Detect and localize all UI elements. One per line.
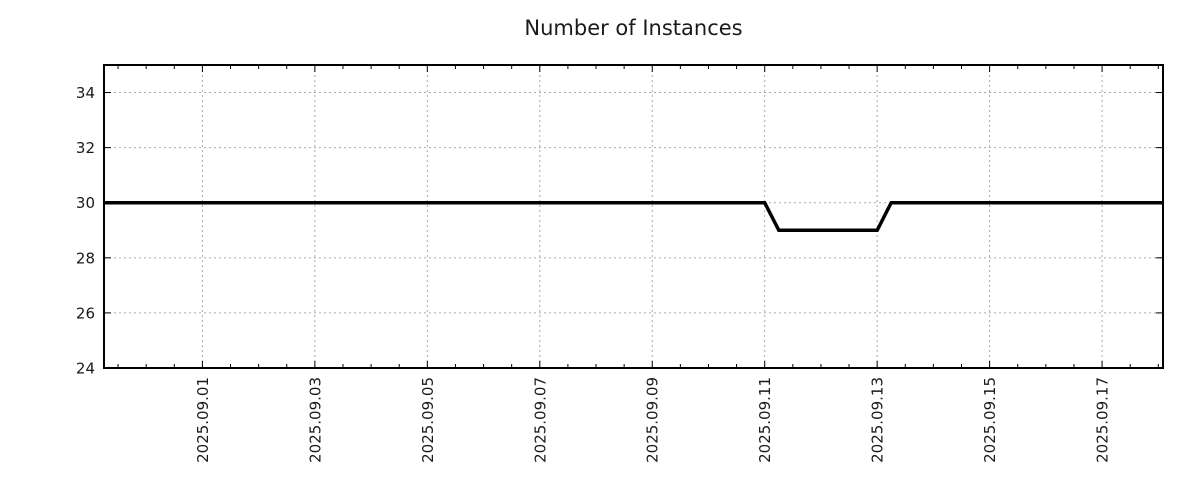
data-series-line <box>104 200 1163 233</box>
y-tick-label: 34 <box>76 84 95 102</box>
x-tick-label: 2025.09.13 <box>869 377 887 463</box>
x-tick-label: 2025.09.03 <box>306 377 324 463</box>
chart-title: Number of Instances <box>524 16 743 40</box>
plot-border <box>103 64 1164 369</box>
x-tick-label: 2025.09.15 <box>981 377 999 463</box>
y-tick-label: 30 <box>76 194 95 212</box>
x-tick-label: 2025.09.11 <box>756 377 774 463</box>
x-tick-label: 2025.09.01 <box>194 377 212 463</box>
y-tick-label: 24 <box>76 360 95 378</box>
x-tick-label: 2025.09.07 <box>531 377 549 463</box>
y-tick-label: 32 <box>76 139 95 157</box>
y-tick-label: 26 <box>76 304 95 322</box>
y-tick-label: 28 <box>76 249 95 267</box>
x-tick-label: 2025.09.17 <box>1094 377 1112 463</box>
x-tick-label: 2025.09.05 <box>419 377 437 463</box>
x-tick-label: 2025.09.09 <box>644 377 662 463</box>
